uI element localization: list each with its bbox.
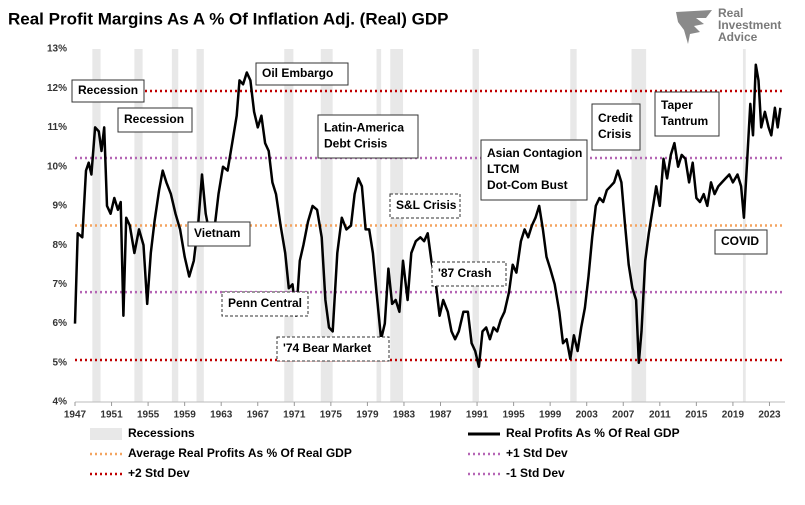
logo-text: Real (718, 6, 743, 20)
annotation-box (221, 291, 309, 317)
legend-label: +2 Std Dev (128, 466, 190, 480)
annotation: Recession (71, 79, 145, 103)
recession-band (284, 49, 294, 402)
x-tick-label: 2015 (685, 410, 708, 421)
annotation: S&L Crisis (389, 193, 461, 219)
legend-label: Recessions (128, 426, 195, 440)
x-tick-label: 1951 (100, 410, 123, 421)
y-tick-label: 7% (53, 279, 68, 290)
annotation-text: Crisis (598, 127, 632, 141)
x-tick-label: 1967 (247, 410, 270, 421)
y-tick-label: 11% (48, 122, 68, 133)
y-tick-label: 8% (53, 240, 68, 251)
x-tick-label: 1975 (320, 410, 343, 421)
recession-band (134, 49, 143, 402)
annotation-text: Recession (124, 112, 184, 126)
annotation-text: Oil Embargo (262, 66, 333, 80)
legend-label: Average Real Profits As % Of Real GDP (128, 446, 352, 460)
x-tick-label: 1959 (174, 410, 197, 421)
annotation-box (431, 261, 507, 287)
annotation-box (714, 229, 768, 255)
recession-band (376, 49, 382, 402)
annotation-box (276, 336, 390, 362)
y-tick-label: 10% (47, 161, 67, 172)
y-tick-label: 4% (53, 397, 68, 408)
x-tick-label: 1987 (429, 410, 452, 421)
x-tick-label: 2007 (612, 410, 635, 421)
annotation: Taper Tantrum (654, 91, 720, 137)
logo-text: Advice (718, 30, 758, 44)
annotation-text: '74 Bear Market (283, 341, 371, 355)
x-tick-label: 1979 (356, 410, 379, 421)
annotation-text: Taper (661, 98, 693, 112)
x-tick-label: 1983 (393, 410, 416, 421)
annotation-text: S&L Crisis (396, 198, 457, 212)
annotation: Recession (117, 107, 193, 133)
annotation: Vietnam (187, 221, 251, 247)
annotation-box (255, 62, 349, 86)
annotation-box (591, 103, 641, 151)
x-tick-label: 2003 (576, 410, 599, 421)
x-tick-label: 1947 (64, 410, 87, 421)
annotation-text: Vietnam (194, 226, 240, 240)
x-tick-label: 1995 (502, 410, 525, 421)
annotation: Latin-America Debt Crisis (317, 114, 419, 159)
logo-text: Investment (718, 18, 781, 32)
recession-band (570, 49, 577, 402)
x-tick-label: 1991 (466, 410, 489, 421)
annotation-text: Asian Contagion (487, 146, 582, 160)
annotation-box (187, 221, 251, 247)
annotation-text: Tantrum (661, 114, 708, 128)
recession-band (742, 49, 746, 402)
annotation-text: Penn Central (228, 296, 302, 310)
x-tick-label: 2019 (722, 410, 745, 421)
annotation-text: Latin-America (324, 121, 404, 135)
annotation-text: COVID (721, 234, 759, 248)
annotation-box (654, 91, 720, 137)
annotation: Credit Crisis (591, 103, 641, 151)
chart-title: Real Profit Margins As A % Of Inflation … (8, 9, 448, 28)
annotation-text: '87 Crash (438, 266, 492, 280)
annotation-text: Credit (598, 111, 633, 125)
annotation-box (117, 107, 193, 133)
logo-icon (676, 10, 712, 44)
y-tick-label: 12% (47, 83, 67, 94)
annotation: '87 Crash (431, 261, 507, 287)
x-tick-label: 2011 (649, 410, 671, 421)
annotation-text: Recession (78, 83, 138, 97)
x-tick-label: 2023 (758, 410, 781, 421)
annotation-text: Debt Crisis (324, 137, 388, 151)
x-tick-label: 1963 (210, 410, 233, 421)
legend-label: -1 Std Dev (506, 466, 565, 480)
y-tick-label: 5% (53, 357, 68, 368)
annotation: Oil Embargo (255, 62, 349, 86)
annotation: Asian Contagion LTCM Dot-Com Bust (480, 139, 588, 201)
x-tick-label: 1999 (539, 410, 562, 421)
legend-label: Real Profits As % Of Real GDP (506, 426, 680, 440)
annotation-box (317, 114, 419, 159)
y-tick-label: 6% (53, 318, 68, 329)
annotation-text: Dot-Com Bust (487, 178, 568, 192)
annotation-box (71, 79, 145, 103)
x-tick-label: 1971 (283, 410, 306, 421)
annotation-box (480, 139, 588, 201)
x-tick-label: 1955 (137, 410, 160, 421)
logo: Real Investment Advice (676, 6, 781, 44)
annotation: Penn Central (221, 291, 309, 317)
legend-label: +1 Std Dev (506, 446, 568, 460)
y-tick-label: 9% (53, 201, 68, 212)
annotation: '74 Bear Market (276, 336, 390, 362)
annotation-box (389, 193, 461, 219)
annotation-text: LTCM (487, 162, 519, 176)
legend-swatch (90, 428, 122, 440)
data-line (73, 63, 782, 368)
annotation: COVID (714, 229, 768, 255)
y-tick-label: 13% (47, 44, 67, 55)
